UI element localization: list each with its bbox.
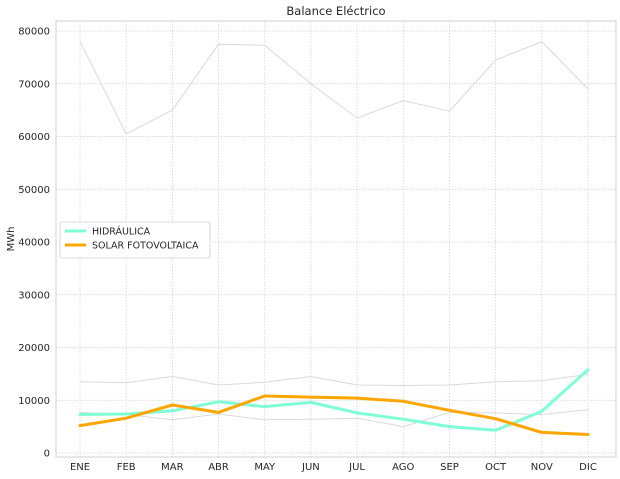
- grid: [56, 21, 616, 457]
- series-line-background: [79, 409, 589, 428]
- series-line-background: [79, 41, 589, 135]
- x-tick-label: OCT: [485, 462, 507, 473]
- y-tick-label: 70000: [18, 79, 50, 90]
- highlight-series: [78, 368, 590, 436]
- x-tick-label: JUN: [301, 462, 320, 473]
- y-tick-label: 30000: [18, 290, 50, 301]
- x-tick-label: DIC: [579, 462, 597, 473]
- x-tick-label: MAR: [161, 462, 183, 473]
- x-tick-label: MAY: [254, 462, 276, 473]
- y-tick-label: 80000: [18, 27, 50, 38]
- chart-title: Balance Eléctrico: [286, 4, 385, 18]
- legend-label: HIDRÁULICA: [92, 226, 151, 238]
- background-series: [79, 41, 589, 428]
- x-tick-label: ABR: [208, 462, 229, 473]
- legend-box: [59, 221, 211, 259]
- y-axis-label: MWh: [6, 227, 17, 252]
- series-line-background: [79, 373, 589, 386]
- x-tick-label: SEP: [440, 462, 459, 473]
- y-tick-label: 10000: [18, 396, 50, 407]
- x-tick-label: JUL: [348, 462, 365, 473]
- legend-label: SOLAR FOTOVOLTAICA: [92, 241, 199, 252]
- x-tick-label: FEB: [117, 462, 136, 473]
- y-tick-label: 20000: [18, 343, 50, 354]
- legend: HIDRÁULICA SOLAR FOTOVOLTAICA: [59, 221, 211, 259]
- y-tick-label: 60000: [18, 132, 50, 143]
- x-tick-label: ENE: [70, 462, 90, 473]
- y-tick-label: 40000: [18, 238, 50, 249]
- y-tick-label: 50000: [18, 185, 50, 196]
- x-tick-label: AGO: [392, 462, 414, 473]
- x-tick-label: NOV: [531, 462, 553, 473]
- series-line-highlight: [78, 368, 590, 432]
- y-tick-label: 0: [44, 449, 50, 460]
- x-tick-labels: ENE FEB MAR ABR MAY JUN JUL AGO SEP OCT NOV DIC: [70, 462, 597, 473]
- series-line-highlight: [78, 394, 590, 436]
- y-tick-labels: 0 10000 20000 30000 40000 50000 60000 70000 8000…: [18, 27, 50, 460]
